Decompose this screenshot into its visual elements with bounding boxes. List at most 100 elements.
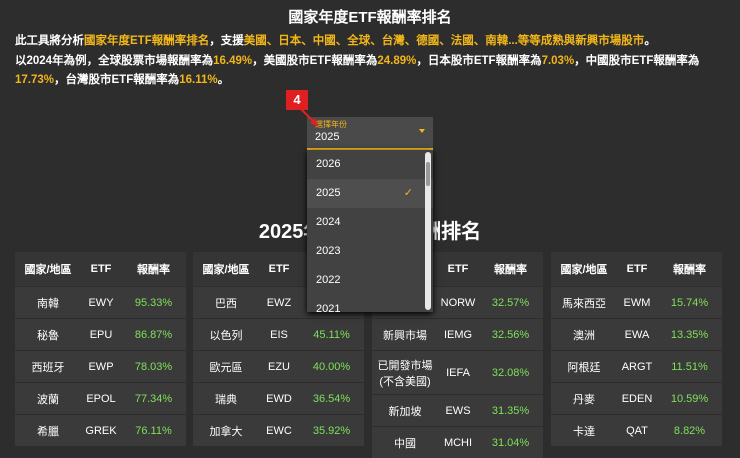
table-cell: 40.00% <box>312 360 351 373</box>
highlight-text: 美國、日本、中國、全球、台灣、德國、法國、南韓...等等成熟與新興市場股市 <box>243 35 645 47</box>
header-cell: 報酬率 <box>673 264 706 276</box>
table-cell: 15.74% <box>670 296 709 309</box>
table-row: 馬來西亞 EWM 15.74% <box>551 286 722 318</box>
highlight-text: 16.49% <box>213 54 253 67</box>
header-row: 國家/地區 ETF 報酬率 <box>551 252 722 286</box>
table-cell: 已開發市場 (不含美國) <box>377 359 433 388</box>
header-cell: 國家/地區 <box>560 264 608 276</box>
year-option[interactable]: 2022 <box>307 266 433 295</box>
table-cell: 丹麥 <box>573 393 595 406</box>
option-text: 2024 <box>316 216 341 228</box>
table-cell: IEFA <box>446 366 470 379</box>
header-cell: ETF <box>268 263 290 275</box>
table-row: 南韓 EWY 95.33% <box>15 286 186 318</box>
table-cell: EPU <box>89 328 113 341</box>
table-cell: 31.35% <box>491 404 530 417</box>
page: {"header":{"title":"國家年度ETF報酬率排名"}, "int… <box>15 9 727 458</box>
table-row: 波蘭 EPOL 77.34% <box>15 382 186 414</box>
table-row: 秘魯 EPU 86.87% <box>15 318 186 350</box>
table-cell: EWC <box>266 424 292 437</box>
year-select[interactable]: 選擇年份 2025 <box>307 117 433 150</box>
year-option[interactable]: 2026 <box>307 150 433 179</box>
table-cell: 西班牙 <box>31 361 65 374</box>
table-cell: 南韓 <box>37 297 59 310</box>
table-cell: EDEN <box>621 392 653 405</box>
header-cell: ETF <box>626 263 648 275</box>
table-cell: IEMG <box>443 328 473 341</box>
option-text: 2023 <box>316 245 341 257</box>
table-cell: 秘魯 <box>37 329 59 342</box>
table-cell: EWA <box>624 328 650 341</box>
table-row: 丹麥 EDEN 10.59% <box>551 382 722 414</box>
table-cell: 11.51% <box>671 360 708 373</box>
step-badge: 4 <box>286 90 308 110</box>
intro-text: ，台灣股市ETF報酬率為 <box>54 74 180 86</box>
option-text: 2025 <box>316 187 341 199</box>
scroll-thumb[interactable] <box>426 162 430 186</box>
table-cell: 以色列 <box>209 329 243 342</box>
select-value: 2025 <box>315 131 340 143</box>
annotation <box>299 107 319 127</box>
year-options: 2026 2025 ✓ 2024 2023 2022 2021 <box>307 150 433 312</box>
scrollbar <box>425 152 431 310</box>
table-cell: 45.11% <box>313 328 350 341</box>
check-mark: ✓ <box>403 187 413 199</box>
table-cell: 澳洲 <box>573 329 595 342</box>
table-row: 西班牙 EWP 78.03% <box>15 350 186 382</box>
table-row: 澳洲 EWA 13.35% <box>551 318 722 350</box>
table-cell: 瑞典 <box>215 393 237 406</box>
intro-text: 。 <box>217 74 230 86</box>
table-cell: ARGT <box>621 360 653 373</box>
intro-text: 。 <box>644 35 656 47</box>
table-cell: EPOL <box>86 392 116 405</box>
year-option[interactable]: 2023 <box>307 237 433 266</box>
intro: 此工具將分析國家年度ETF報酬率排名，支援美國、日本、中國、全球、台灣、德國、法… <box>15 32 727 91</box>
table-row: 瑞典 EWD 36.54% <box>193 382 364 414</box>
highlight-text: 16.11% <box>179 74 218 86</box>
table-row: 巴西 EWZ <box>193 286 364 318</box>
highlight-text: 24.89% <box>377 54 417 67</box>
header-row: 國家/地區 ETF 報酬率 <box>15 252 186 286</box>
table-cell: 77.34% <box>134 392 173 405</box>
table-cell: 13.35% <box>670 328 709 341</box>
select-label: 選擇年份 <box>315 120 347 129</box>
table-cell: EWZ <box>266 296 292 309</box>
year-option[interactable]: 2025 ✓ <box>307 179 433 208</box>
table-cell: 巴西 <box>215 297 237 310</box>
table-cell: 36.54% <box>312 392 351 405</box>
table-cell: 32.57% <box>491 296 530 309</box>
table-cell: 歐元區 <box>209 361 243 374</box>
highlight-text: 7.03% <box>541 54 575 67</box>
year-option[interactable]: 2024 <box>307 208 433 237</box>
intro-text: ，日本股市ETF報酬率為 <box>416 54 542 67</box>
table-cell: EZU <box>268 360 290 373</box>
table-cell: 中國 <box>394 437 416 450</box>
table-cell: EWP <box>88 360 114 373</box>
table-cell: 35.92% <box>312 424 351 437</box>
table-row: 已開發市場 (不含美國) IEFA 32.08% <box>372 350 543 394</box>
intro-text: ，中國股市ETF報酬率為 <box>574 54 700 67</box>
header-cell: 國家/地區 <box>24 264 72 276</box>
arrow-head <box>310 118 319 127</box>
table-cell: NORW <box>440 296 476 309</box>
table-row: 以色列 EIS 45.11% <box>193 318 364 350</box>
intro-paragraph: 此工具將分析國家年度ETF報酬率排名，支援美國、日本、中國、全球、台灣、德國、法… <box>15 32 727 52</box>
table-cell: 86.87% <box>134 328 173 341</box>
table-cell: 新興市場 <box>383 329 427 342</box>
intro-paragraph: 以2024年為例，全球股票市場報酬率為16.49%，美國股市ETF報酬率為24.… <box>15 52 727 91</box>
highlight-text: 17.73% <box>15 74 55 86</box>
table-cell: 95.33% <box>134 296 173 309</box>
intro-text: 以2024年為例，全球股票市場報酬率為 <box>15 54 214 67</box>
year-option[interactable]: 2021 <box>307 295 433 312</box>
caret <box>419 129 425 133</box>
table-cell: 新加坡 <box>388 405 422 418</box>
table-cell: QAT <box>626 424 648 437</box>
table-cell: EWS <box>445 404 471 417</box>
table-row: 歐元區 EZU 40.00% <box>193 350 364 382</box>
intro-text: ，支援 <box>209 35 244 47</box>
header-cell: 報酬率 <box>137 264 170 276</box>
table-cell: 馬來西亞 <box>562 297 606 310</box>
table-cell: EWD <box>266 392 292 405</box>
page-title: 國家年度ETF報酬率排名 <box>288 9 452 26</box>
table-row: 新加坡 EWS 31.35% <box>372 394 543 426</box>
